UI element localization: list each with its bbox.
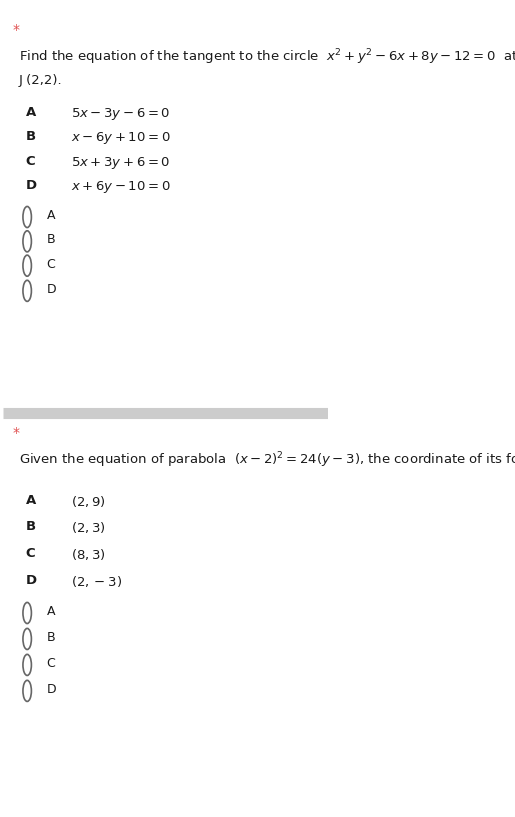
Text: B: B bbox=[47, 631, 55, 644]
Text: $5x+3y+6=0$: $5x+3y+6=0$ bbox=[71, 154, 170, 171]
Text: C: C bbox=[47, 657, 56, 670]
Text: C: C bbox=[26, 154, 35, 167]
Text: A: A bbox=[47, 605, 55, 618]
Text: $(2,-3)$: $(2,-3)$ bbox=[71, 574, 122, 589]
Text: C: C bbox=[47, 257, 56, 270]
Text: D: D bbox=[26, 179, 37, 192]
Text: $(8,3)$: $(8,3)$ bbox=[71, 547, 106, 562]
Text: *: * bbox=[12, 23, 20, 37]
Text: *: * bbox=[12, 426, 20, 440]
Text: B: B bbox=[26, 520, 36, 534]
Text: Find the equation of the tangent to the circle  $x^2+y^2-6x+8y-12=0$  at the poi: Find the equation of the tangent to the … bbox=[19, 47, 515, 67]
Text: Given the equation of parabola  $(x-2)^2=24(y-3)$, the coordinate of its focus i: Given the equation of parabola $(x-2)^2=… bbox=[19, 451, 515, 471]
Text: $x-6y+10=0$: $x-6y+10=0$ bbox=[71, 130, 170, 146]
Text: $(2,3)$: $(2,3)$ bbox=[71, 520, 106, 535]
Text: A: A bbox=[26, 106, 36, 118]
Text: A: A bbox=[47, 209, 55, 222]
Text: $5x-3y-6=0$: $5x-3y-6=0$ bbox=[71, 106, 170, 122]
Text: D: D bbox=[47, 683, 56, 696]
Text: J (2,2).: J (2,2). bbox=[19, 74, 63, 87]
Text: D: D bbox=[47, 283, 56, 296]
Text: B: B bbox=[47, 233, 55, 246]
Text: C: C bbox=[26, 547, 35, 560]
Text: $(2,9)$: $(2,9)$ bbox=[71, 493, 106, 509]
Text: B: B bbox=[26, 130, 36, 143]
Text: A: A bbox=[26, 493, 36, 507]
Text: D: D bbox=[26, 574, 37, 587]
Text: $x+6y-10=0$: $x+6y-10=0$ bbox=[71, 179, 170, 195]
